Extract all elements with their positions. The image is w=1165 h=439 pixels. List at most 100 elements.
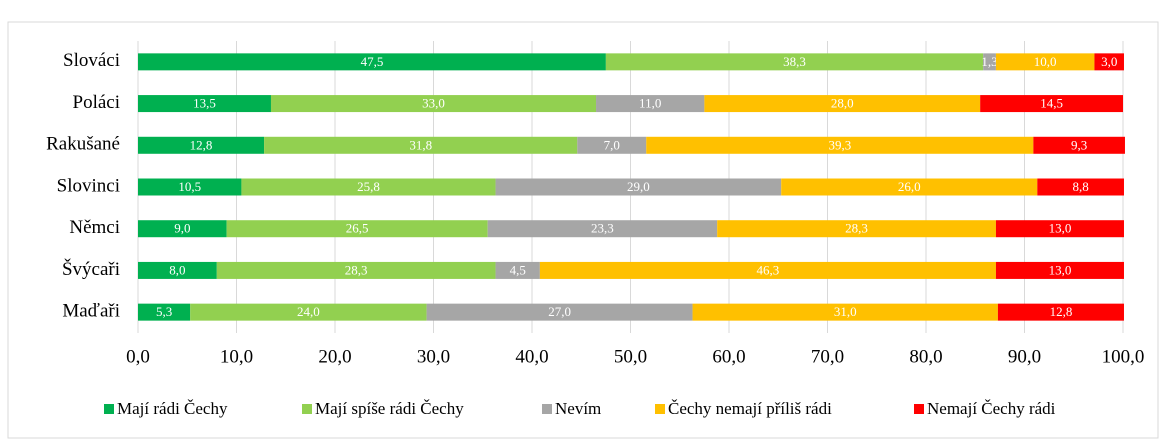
legend-swatch: [104, 404, 114, 414]
x-tick-label: 90,0: [1008, 346, 1041, 367]
bar-segment: [270, 95, 597, 113]
x-tick-label: 30,0: [417, 346, 450, 367]
y-tick-label: Němci: [69, 217, 120, 238]
data-label: 13,0: [1049, 262, 1072, 277]
data-label: 3,0: [1101, 54, 1117, 69]
x-tick-label: 100,0: [1102, 346, 1145, 367]
x-tick-label: 0,0: [126, 346, 150, 367]
y-tick-label: Švýcaři: [62, 258, 120, 280]
bar-segment: [995, 53, 1095, 71]
data-label: 26,5: [346, 221, 369, 236]
bar-segment: [997, 303, 1124, 321]
legend-swatch: [302, 404, 312, 414]
data-label: 8,0: [169, 262, 185, 277]
bar-segment: [264, 136, 578, 154]
data-label: 24,0: [297, 304, 320, 319]
data-label: 47,5: [361, 54, 384, 69]
bar-segment: [704, 95, 981, 113]
data-label: 33,0: [422, 96, 445, 111]
data-label: 1,3: [981, 54, 997, 69]
data-label: 25,8: [357, 179, 380, 194]
data-label: 9,0: [174, 221, 190, 236]
bar-segment: [138, 261, 217, 279]
data-label: 13,5: [193, 96, 216, 111]
legend-label: Nemají Čechy rádi: [927, 399, 1056, 418]
y-tick-label: Slováci: [63, 50, 120, 71]
bar-segment: [1094, 53, 1124, 71]
data-label: 11,0: [639, 96, 661, 111]
data-label: 10,0: [1034, 54, 1057, 69]
data-label: 31,0: [834, 304, 857, 319]
data-label: 13,0: [1049, 221, 1072, 236]
bar-segment: [138, 220, 227, 238]
y-tick-label: Rakušané: [46, 134, 120, 155]
x-tick-label: 50,0: [614, 346, 647, 367]
data-label: 10,5: [178, 179, 201, 194]
bar-segment: [190, 303, 427, 321]
data-label: 46,3: [757, 262, 780, 277]
bar-segment: [539, 261, 996, 279]
legend-swatch: [542, 404, 552, 414]
y-tick-label: Poláci: [73, 92, 121, 113]
bar-segment: [138, 95, 271, 113]
bar-segment: [216, 261, 496, 279]
y-tick-label: Maďaři: [62, 301, 120, 322]
bar-segment: [692, 303, 998, 321]
data-label: 12,8: [1050, 304, 1073, 319]
bar-segment: [983, 53, 996, 71]
data-label: 28,3: [345, 262, 368, 277]
bar-segment: [980, 95, 1123, 113]
x-tick-label: 40,0: [515, 346, 548, 367]
bar-segment: [138, 303, 191, 321]
data-label: 9,3: [1071, 137, 1087, 152]
x-tick-label: 70,0: [811, 346, 844, 367]
bar-segment: [717, 220, 996, 238]
bar-segment: [138, 53, 606, 71]
bar-segment: [1037, 178, 1124, 196]
bar-segment: [487, 220, 718, 238]
data-label: 5,3: [156, 304, 172, 319]
bar-segment: [781, 178, 1038, 196]
bar-segment: [226, 220, 488, 238]
data-label: 31,8: [409, 137, 432, 152]
bar-segment: [495, 178, 782, 196]
data-label: 4,5: [510, 262, 526, 277]
data-label: 39,3: [828, 137, 851, 152]
data-label: 26,0: [898, 179, 921, 194]
bar-segment: [605, 53, 984, 71]
x-tick-label: 80,0: [909, 346, 942, 367]
legend-label: Čechy nemají příliš rádi: [668, 399, 832, 418]
data-label: 8,8: [1073, 179, 1089, 194]
x-tick-label: 60,0: [712, 346, 745, 367]
x-tick-label: 20,0: [318, 346, 351, 367]
bar-segment: [138, 178, 242, 196]
x-tick-label: 10,0: [220, 346, 253, 367]
bar-segment: [241, 178, 496, 196]
data-label: 12,8: [190, 137, 213, 152]
data-label: 27,0: [548, 304, 571, 319]
data-label: 7,0: [604, 137, 620, 152]
data-label: 14,5: [1040, 96, 1063, 111]
data-label: 28,0: [831, 96, 854, 111]
bar-segment: [995, 261, 1124, 279]
data-label: 28,3: [845, 221, 868, 236]
bar-segment: [995, 220, 1124, 238]
data-label: 23,3: [591, 221, 614, 236]
bar-segment: [138, 136, 265, 154]
bar-segment: [577, 136, 647, 154]
data-label: 38,3: [783, 54, 806, 69]
y-tick-label: Slovinci: [57, 175, 120, 196]
bar-segment: [596, 95, 705, 113]
bar-segment: [426, 303, 693, 321]
bar-segment: [646, 136, 1034, 154]
legend-swatch: [914, 404, 924, 414]
bar-segment: [1033, 136, 1125, 154]
bar-segment: [495, 261, 540, 279]
legend-swatch: [655, 404, 665, 414]
data-label: 29,0: [627, 179, 650, 194]
legend-label: Nevím: [555, 399, 601, 418]
legend-label: Mají spíše rádi Čechy: [315, 399, 464, 418]
legend-label: Mají rádi Čechy: [117, 399, 228, 418]
